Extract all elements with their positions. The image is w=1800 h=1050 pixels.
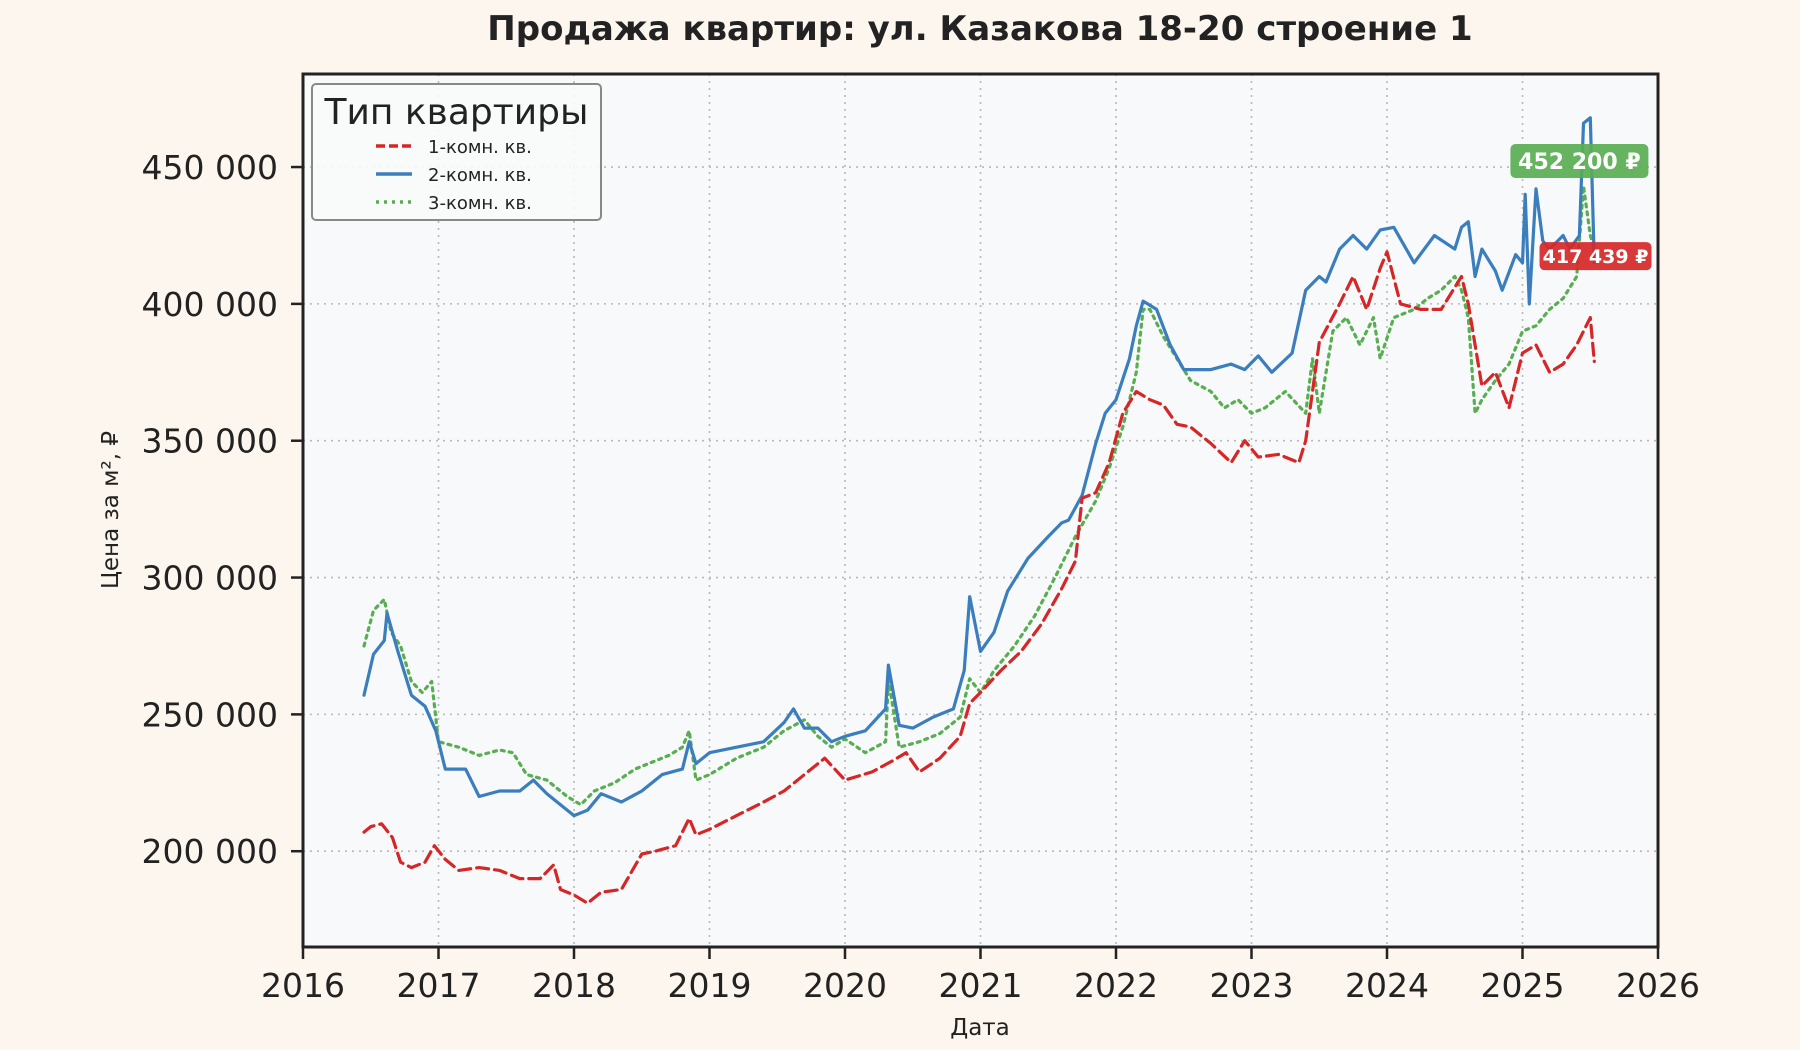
y-tick-label: 250 000	[142, 695, 278, 734]
legend-box	[311, 83, 602, 221]
x-tick-label: 2020	[803, 966, 887, 1005]
legend-entry-label: 2-комн. кв.	[428, 165, 532, 186]
x-tick-label: 2017	[397, 966, 481, 1005]
y-tick-label: 300 000	[142, 559, 278, 598]
x-tick-label: 2016	[261, 966, 345, 1005]
legend-entry-label: 3-комн. кв.	[428, 193, 532, 214]
legend-title: Тип квартиры	[324, 92, 589, 133]
x-tick-label: 2024	[1345, 966, 1429, 1005]
y-axis: 200 000 250 000 300 000 350 000 400 000 450 0…	[142, 148, 303, 871]
x-tick-label: 2022	[1074, 966, 1158, 1005]
x-axis: 2016 2017 2018 2019 2020 2021 2022 2023 2024 2025…	[261, 947, 1700, 1005]
x-tick-label: 2023	[1210, 966, 1294, 1005]
x-tick-label: 2018	[532, 966, 616, 1005]
y-tick-label: 350 000	[142, 422, 278, 461]
value-badge-label: 417 439 ₽	[1543, 246, 1649, 268]
series-layer	[362, 116, 1596, 905]
x-tick-label: 2026	[1616, 966, 1700, 1005]
legend: Тип квартиры 1-комн. кв. 2-комн. кв. 3-ком…	[311, 83, 602, 221]
series-line-2	[362, 116, 1596, 818]
x-tick-label: 2019	[668, 966, 752, 1005]
legend-entries: 1-комн. кв. 2-комн. кв. 3-комн. кв.	[376, 137, 532, 214]
y-tick-label: 400 000	[142, 285, 278, 324]
x-axis-label: Дата	[950, 1015, 1010, 1041]
x-tick-label: 2025	[1481, 966, 1565, 1005]
y-axis-label: Цена за м², ₽	[98, 431, 124, 589]
value-badge	[1510, 144, 1649, 179]
x-tick-label: 2021	[939, 966, 1023, 1005]
y-tick-label: 450 000	[142, 148, 278, 187]
series-line-3	[362, 184, 1596, 807]
value-badge	[1539, 242, 1652, 271]
chart-title: Продажа квартир: ул. Казакова 18-20 стро…	[487, 9, 1472, 49]
value-badge-label: 452 200 ₽	[1518, 150, 1640, 175]
legend-entry-label: 1-комн. кв.	[428, 137, 532, 158]
y-tick-label: 200 000	[142, 832, 278, 871]
annotations-layer: 452 200 ₽ 417 439 ₽	[1510, 144, 1652, 271]
series-line-1	[362, 250, 1596, 905]
